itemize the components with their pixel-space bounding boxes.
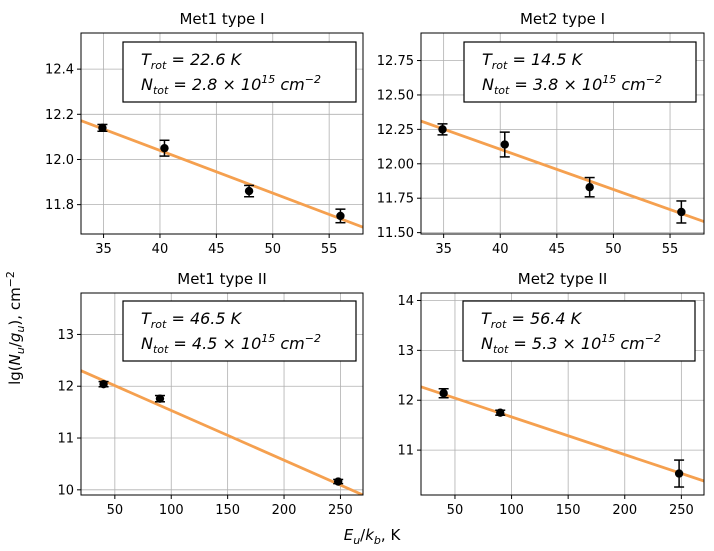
x-tick-label: 35 [435,242,452,257]
subplot-title: Met1 type II [177,270,267,288]
y-axis-label: lg(Nu/gu), cm−2 [4,271,27,385]
y-tick-label: 10 [57,483,74,498]
y-tick-label: 13 [57,328,74,343]
x-tick-label: 55 [321,242,338,257]
annotation-temperature: Trot = 14.5 K [482,50,584,72]
x-tick-label: 45 [208,242,225,257]
x-tick-label: 250 [328,503,353,518]
y-tick-label: 12.25 [377,123,414,138]
axes-frame [80,32,364,235]
data-point [438,125,447,134]
data-point [500,140,509,149]
x-tick-label: 150 [556,503,581,518]
data-point [496,408,505,417]
subplot-title: Met2 type I [520,10,605,28]
subplot: 50 100 150 200 250 10 11 12 13 Met1 type II Trot =… [57,270,364,518]
data-point [155,394,165,403]
data-point [160,143,169,153]
x-tick-label: 100 [499,503,524,518]
y-tick-label: 12.2 [45,108,74,123]
y-tick-label: 12.0 [45,153,74,168]
x-tick-label: 50 [605,242,622,257]
x-tick-label: 50 [264,242,281,257]
subplot-title: Met1 type I [179,10,264,28]
x-axis-label: Eu/kb, K [344,526,402,547]
annotation-temperature: Trot = 46.5 K [141,309,243,331]
y-tick-label: 12.4 [45,63,74,78]
y-tick-label: 11.75 [377,192,414,207]
y-tick-label: 11.8 [45,198,74,213]
annotation-column-density: Ntot = 4.5 × 1015 cm−2 [141,332,321,356]
y-tick-label: 12 [397,394,414,409]
annotation-temperature: Trot = 22.6 K [141,50,243,72]
annotation-box [122,300,357,362]
data-point [585,182,594,192]
annotation-column-density: Ntot = 3.8 × 1015 cm−2 [482,73,662,97]
x-tick-label: 200 [612,503,637,518]
data-point [333,477,343,486]
data-point [439,389,448,398]
annotation-column-density: Ntot = 5.3 × 1015 cm−2 [481,332,661,356]
fit-line [81,369,363,495]
y-tick-label: 11.50 [377,226,414,241]
data-point [674,469,684,478]
y-tick-label: 12.75 [377,54,414,69]
y-tick-label: 11 [57,432,74,447]
x-tick-label: 200 [272,503,297,518]
y-tick-label: 12 [57,380,74,395]
x-tick-label: 100 [159,503,184,518]
x-tick-label: 250 [669,503,694,518]
x-tick-label: 40 [152,242,169,257]
annotation-box [463,41,697,103]
annotation-column-density: Ntot = 2.8 × 1015 cm−2 [141,73,321,97]
axes-frame [80,292,364,496]
annotation-box [122,41,357,103]
y-tick-label: 11 [397,444,414,459]
data-point [336,211,345,221]
subplot: 35 40 45 50 55 11.8 12.0 12.2 12.4 Met1 type I Tro… [45,10,364,257]
y-tick-label: 14 [397,294,414,309]
data-point [244,186,254,196]
annotation-box [462,300,696,362]
y-tick-label: 12.50 [377,88,414,103]
x-tick-label: 35 [95,242,112,257]
x-tick-label: 150 [215,503,240,518]
subplot-title: Met2 type II [518,270,608,288]
x-tick-label: 50 [107,503,124,518]
y-tick-label: 13 [397,344,414,359]
data-point [98,123,107,133]
subplot: 35 40 45 50 55 11.50 11.75 12.00 12.25 12.50 12.75… [377,10,705,257]
x-tick-label: 55 [662,242,679,257]
y-tick-label: 12.00 [377,157,414,172]
annotation-temperature: Trot = 56.4 K [481,309,583,331]
fit-line [421,119,704,223]
x-tick-label: 40 [492,242,509,257]
x-tick-label: 50 [447,503,464,518]
fit-line [421,385,704,483]
data-point [677,207,686,217]
fit-line [81,119,363,229]
axes-frame [420,32,705,235]
axes-frame [420,292,705,496]
data-point [99,379,108,389]
x-tick-label: 45 [549,242,566,257]
subplot: 50 100 150 200 250 11 12 13 14 Met2 type II Trot =… [397,270,705,518]
